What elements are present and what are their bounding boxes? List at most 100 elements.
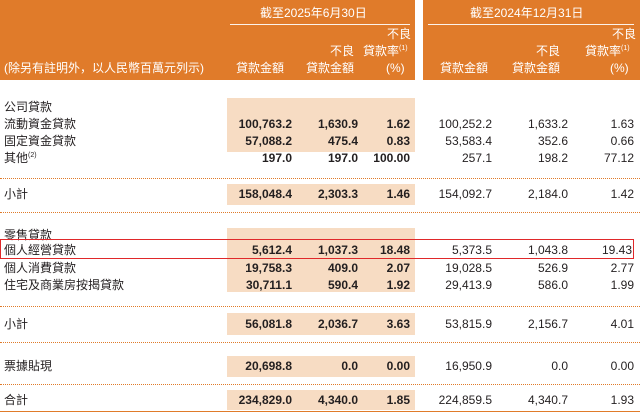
col-loans-p1: 貸款金額	[236, 61, 285, 75]
loans-p2: 19,028.5	[445, 261, 492, 275]
npl-p2: 352.6	[537, 134, 568, 148]
ratio-p2: 2.77	[610, 261, 634, 275]
ratio-p2: 0.66	[610, 134, 634, 148]
period-1-title: 截至2025年6月30日	[260, 6, 367, 20]
col-npl-p1-line2: 貸款金額	[306, 61, 355, 75]
loans-p1: 56,081.8	[245, 317, 292, 331]
loans-p2: 53,583.4	[445, 134, 492, 148]
loans-p1: 100,763.2	[238, 117, 292, 131]
npl-p2: 0.0	[551, 359, 568, 373]
separator	[0, 178, 640, 179]
col-npl-p2-line1: 不良	[536, 44, 561, 58]
ratio-p2: 1.99	[610, 278, 634, 292]
row-label: 小計	[4, 187, 29, 201]
npl-p1: 1,630.9	[317, 117, 358, 131]
loans-p2: 100,252.2	[438, 117, 492, 131]
loans-p1: 5,612.4	[251, 243, 292, 257]
row-label: 其他(2)	[4, 151, 37, 165]
npl-p2: 198.2	[537, 151, 568, 165]
col-loans-p2: 貸款金額	[440, 61, 489, 75]
header-divider	[415, 0, 423, 80]
loans-p2: 16,950.9	[445, 359, 492, 373]
ratio-p2: 77.12	[603, 151, 634, 165]
row-label: 小計	[4, 317, 29, 331]
npl-p2: 526.9	[537, 261, 568, 275]
loans-p1: 158,048.4	[238, 187, 292, 201]
npl-p2: 2,184.0	[527, 187, 568, 201]
period-2-title: 截至2024年12月31日	[470, 6, 584, 20]
band-discount	[227, 356, 415, 377]
npl-p2: 2,156.7	[527, 317, 568, 331]
npl-p1: 197.0	[327, 151, 358, 165]
band-retail-subtotal	[227, 313, 415, 335]
section-corporate: 公司貸款	[4, 100, 53, 114]
period-2-rule	[428, 24, 634, 25]
col-ratio-p2-line1: 不良	[612, 27, 637, 41]
loans-p1: 30,711.1	[245, 278, 292, 292]
row-label: 流動資金貸款	[4, 117, 77, 131]
row-label: 票據貼現	[4, 359, 53, 373]
loans-p1: 234,829.0	[238, 393, 292, 407]
ratio-p1: 0.00	[386, 359, 410, 373]
loans-p2: 154,092.7	[438, 187, 492, 201]
col-npl-p2-line2: 貸款金額	[512, 61, 561, 75]
row-label: 個人經營貸款	[4, 243, 77, 257]
col-ratio-p2-unit: (%)	[610, 61, 629, 75]
ratio-p2: 1.42	[610, 187, 634, 201]
npl-p1: 1,037.3	[317, 243, 358, 257]
section-retail: 零售貸款	[4, 228, 53, 242]
ratio-p1: 18.48	[379, 243, 410, 257]
col-ratio-p2-line2: 貸款率(1)	[585, 44, 630, 58]
row-label: 合計	[4, 393, 29, 407]
ratio-p1: 100.00	[373, 151, 410, 165]
separator	[0, 306, 640, 307]
row-label: 住宅及商業房按揭貸款	[4, 278, 125, 292]
ratio-p1: 0.83	[386, 134, 410, 148]
separator	[0, 212, 640, 213]
loans-p2: 53,815.9	[445, 317, 492, 331]
loans-p2: 224,859.5	[438, 393, 492, 407]
npl-p1: 2,036.7	[317, 317, 358, 331]
loans-p1: 20,698.8	[245, 359, 292, 373]
band-corporate	[227, 98, 415, 152]
loans-p1: 57,088.2	[245, 134, 292, 148]
loans-p2: 257.1	[461, 151, 492, 165]
band-corp-subtotal	[227, 184, 415, 205]
band-retail	[227, 228, 415, 292]
highlight-box	[0, 239, 634, 259]
bottom-rule	[0, 411, 640, 412]
npl-p2: 1,633.2	[527, 117, 568, 131]
npl-p1: 2,303.3	[317, 187, 358, 201]
separator	[0, 342, 640, 343]
col-ratio-p1-unit: (%)	[386, 61, 405, 75]
ratio-p1: 2.07	[386, 261, 410, 275]
ratio-p1: 1.92	[386, 278, 410, 292]
npl-p2: 586.0	[537, 278, 568, 292]
row-label: 個人消費貸款	[4, 261, 77, 275]
npl-p1: 590.4	[327, 278, 358, 292]
loans-p1: 197.0	[261, 151, 292, 165]
npl-p1: 409.0	[327, 261, 358, 275]
loans-p2: 5,373.5	[451, 243, 492, 257]
npl-p2: 4,340.7	[527, 393, 568, 407]
ratio-p2: 1.93	[610, 393, 634, 407]
row-label: 固定資金貸款	[4, 134, 77, 148]
col-npl-p1-line1: 不良	[330, 44, 355, 58]
ratio-p2: 19.43	[601, 243, 632, 257]
ratio-p1: 3.63	[386, 317, 410, 331]
ratio-p2: 4.01	[610, 317, 634, 331]
loans-p1: 19,758.3	[245, 261, 292, 275]
ratio-p1: 1.46	[386, 187, 410, 201]
period-1-rule	[230, 24, 410, 25]
ratio-p2: 0.00	[610, 359, 634, 373]
units-note: (除另有註明外，以人民幣百萬元列示)	[4, 61, 204, 75]
npl-p1: 475.4	[327, 134, 358, 148]
table-header	[0, 0, 640, 80]
ratio-p1: 1.62	[386, 117, 410, 131]
npl-p1: 0.0	[341, 359, 358, 373]
npl-p2: 1,043.8	[527, 243, 568, 257]
col-ratio-p1-line2: 貸款率(1)	[363, 44, 408, 58]
ratio-p2: 1.63	[610, 117, 634, 131]
col-ratio-p1-line1: 不良	[387, 27, 412, 41]
band-total	[227, 390, 415, 410]
